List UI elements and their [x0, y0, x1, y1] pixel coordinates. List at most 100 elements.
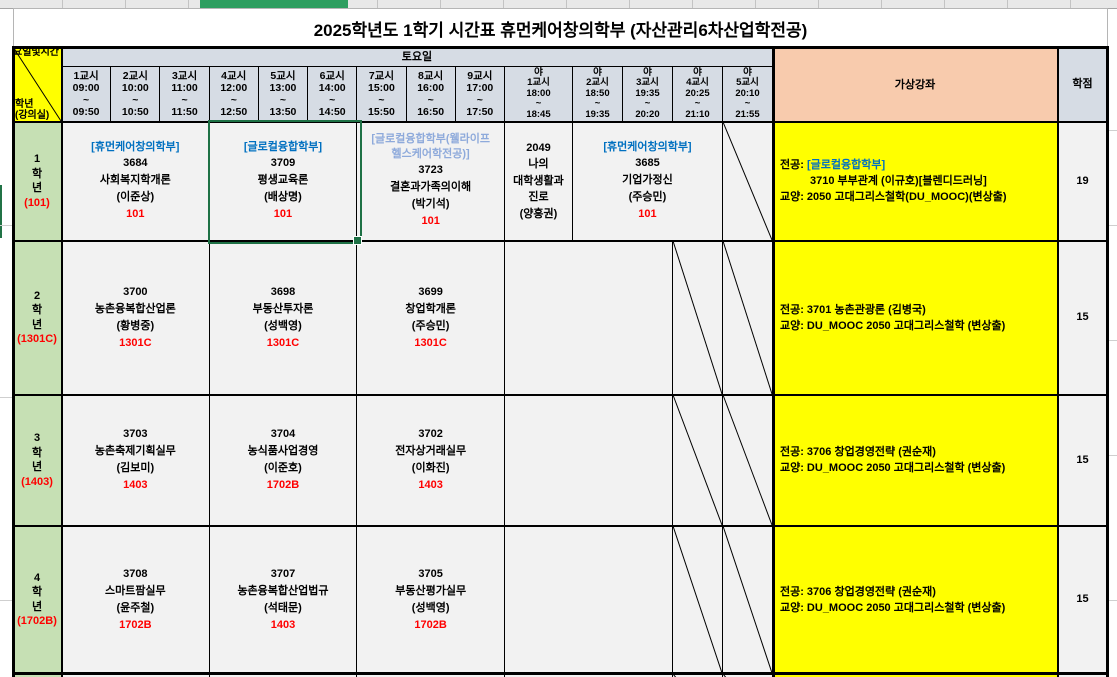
partial-row-cell[interactable]: [209, 674, 358, 677]
period-header-3[interactable]: 3교시 11:00 ~ 11:50: [160, 67, 210, 122]
gridline: [0, 600, 13, 601]
course-cell[interactable]: [휴먼케어창의학부] 3684 사회복지학개론 (이준상) 101: [62, 122, 210, 241]
night-period-header-3[interactable]: 야 3교시 19:35 ~ 20:20: [622, 67, 673, 122]
period-header-8[interactable]: 8교시 16:00 ~ 16:50: [406, 67, 456, 122]
grade-header-cell-1[interactable]: 1 학 년 (101): [13, 122, 62, 241]
diagonal-empty-cell[interactable]: [722, 526, 773, 674]
course-cell[interactable]: 3707 농촌융복합산업법규 (석태문) 1403: [209, 526, 358, 674]
empty-night-cell[interactable]: [504, 395, 673, 526]
major-dept: [글로컬융합학부]: [806, 159, 886, 171]
grade-header-cell-3[interactable]: 3 학 년 (1403): [13, 395, 62, 526]
credits-cell[interactable]: 15: [1057, 526, 1108, 674]
virtual-course-header[interactable]: 가상강좌: [772, 47, 1058, 122]
course-main: 3709 평생교육론 (배상명): [257, 157, 309, 203]
period-header-9[interactable]: 9교시 17:00 ~ 17:50: [455, 67, 505, 122]
course-dept: [휴먼케어창의학부]: [603, 141, 692, 153]
period-header-4[interactable]: 4교시 12:00 ~ 12:50: [209, 67, 259, 122]
gridline: [0, 225, 13, 226]
course-room: 1301C: [414, 336, 447, 349]
diagonal-line-icon: [13, 47, 61, 121]
grade-room-label: (1702B): [17, 615, 57, 627]
diagonal-empty-cell[interactable]: [722, 241, 773, 395]
grade-label: 2 학 년: [31, 289, 43, 331]
night-period-header-2[interactable]: 야 2교시 18:50 ~ 19:35: [572, 67, 623, 122]
credit-value: 15: [1076, 311, 1089, 323]
night-period-header-4[interactable]: 야 4교시 20:25 ~ 21:10: [672, 67, 723, 122]
course-main: 3702 전자상거래실무 (이화진): [395, 428, 467, 474]
period-header-7[interactable]: 7교시 15:00 ~ 15:50: [357, 67, 407, 122]
diagonal-line-icon: [673, 526, 722, 673]
diagonal-empty-cell[interactable]: [672, 241, 723, 395]
corner-header-cell[interactable]: 요일및시간 학년 (강의실): [13, 47, 62, 122]
timetable: 2025학년도 1학기 시간표 휴먼케어창의학부 (자산관리6차산업학전공) 요…: [13, 8, 1108, 677]
diagonal-line-icon: [723, 122, 772, 240]
course-cell[interactable]: 3703 농촌축제기획실무 (김보미) 1403: [62, 395, 210, 526]
course-room: 1301C: [119, 336, 152, 349]
gridline: [1108, 225, 1117, 226]
partial-row-cell[interactable]: [672, 674, 723, 677]
course-cell[interactable]: 3702 전자상거래실무 (이화진) 1403: [357, 395, 505, 526]
grade-room-label: (1301C): [17, 333, 57, 345]
timetable-title-cell[interactable]: 2025학년도 1학기 시간표 휴먼케어창의학부 (자산관리6차산업학전공): [13, 8, 1108, 47]
virtual-course-cell[interactable]: 전공: 3706 창업경영전략 (권순재) 교양: DU_MOOC 2050 고…: [772, 395, 1058, 526]
diagonal-empty-cell[interactable]: [722, 122, 773, 241]
virtual-major-course: 3710 부부관계 (이규호)[블렌디드러닝]: [809, 175, 987, 187]
empty-night-cell[interactable]: [504, 526, 673, 674]
major-prefix: 전공:: [779, 159, 807, 171]
course-cell-selected[interactable]: [글로컬융합학부] 3709 평생교육론 (배상명) 101: [209, 122, 358, 241]
grade-header-cell-2[interactable]: 2 학 년 (1301C): [13, 241, 62, 395]
diagonal-empty-cell[interactable]: [672, 526, 723, 674]
grade-room-label: (1403): [21, 475, 53, 488]
partial-row-cell[interactable]: [62, 674, 210, 677]
course-cell[interactable]: 3704 농식품사업경영 (이준호) 1702B: [209, 395, 358, 526]
course-room: 1403: [270, 618, 296, 631]
course-main: 3705 부동산평가실무 (성백영): [395, 567, 467, 614]
course-room: 101: [126, 208, 145, 220]
period-header-6[interactable]: 6교시 14:00 ~ 14:50: [308, 67, 358, 122]
saturday-header[interactable]: 토요일: [62, 47, 773, 67]
diagonal-empty-cell[interactable]: [722, 395, 773, 526]
course-room: 101: [421, 215, 440, 227]
course-cell[interactable]: 3698 부동산투자론 (성백영) 1301C: [209, 241, 358, 395]
credits-header[interactable]: 학점: [1057, 47, 1108, 122]
period-header-2[interactable]: 2교시 10:00 ~ 10:50: [111, 67, 161, 122]
virtual-liberal-course: 교양: DU_MOOC 2050 고대그리스철학 (변상출): [779, 601, 1006, 614]
virtual-course-cell[interactable]: 전공: 3701 농촌관광론 (김병국) 교양: DU_MOOC 2050 고대…: [772, 241, 1058, 395]
virtual-major-course: 전공: 3701 농촌관광론 (김병국): [779, 303, 926, 316]
credits-cell[interactable]: 15: [1057, 241, 1108, 395]
grade-label: 3 학 년: [31, 432, 43, 473]
course-cell[interactable]: 3700 농촌융복합산업론 (황병중) 1301C: [62, 241, 210, 395]
night-course-cell[interactable]: 2049 나의 대학생활과 진로 (양흥권): [504, 122, 573, 241]
course-cell[interactable]: 3699 창업학개론 (주승민) 1301C: [357, 241, 505, 395]
course-main: 3704 농식품사업경영 (이준호): [247, 428, 319, 474]
diagonal-empty-cell[interactable]: [672, 395, 723, 526]
credit-value: 15: [1076, 593, 1089, 605]
empty-night-cell[interactable]: [504, 241, 673, 395]
period-header-5[interactable]: 5교시 13:00 ~ 13:50: [258, 67, 309, 122]
course-cell[interactable]: [글로컬융합학부(웰라이프 헬스케어학전공)] 3723 결혼과가족의이해 (박…: [357, 122, 505, 241]
partial-row-cell[interactable]: [504, 674, 673, 677]
grade-label: 1 학 년: [31, 153, 43, 194]
credits-cell[interactable]: 19: [1057, 122, 1108, 241]
virtual-liberal-course: 교양: 2050 고대그리스철학(DU_MOOC)(변상출): [779, 191, 1007, 203]
course-room: 1403: [123, 479, 148, 491]
night-course-cell[interactable]: [휴먼케어창의학부] 3685 기업가정신 (주승민) 101: [572, 122, 723, 241]
course-dept: [글로컬융합학부(웰라이프 헬스케어학전공)]: [371, 133, 490, 160]
credits-cell[interactable]: 15: [1057, 395, 1108, 526]
course-cell[interactable]: 3705 부동산평가실무 (성백영) 1702B: [357, 526, 505, 674]
grade-label: 4 학 년: [31, 571, 43, 613]
gridline: [1108, 130, 1117, 131]
grade-header-cell-4[interactable]: 4 학 년 (1702B): [13, 526, 62, 674]
virtual-course-cell[interactable]: 전공: 3706 창업경영전략 (권순재) 교양: DU_MOOC 2050 고…: [772, 526, 1058, 674]
night-period-header-5[interactable]: 야 5교시 20:10 ~ 21:55: [722, 67, 773, 122]
gridline: [0, 397, 13, 398]
period-header-1[interactable]: 1교시 09:00 ~ 09:50: [62, 67, 112, 122]
selected-row-indicator: [0, 185, 2, 238]
course-main: 3703 농촌축제기획실무 (김보미): [94, 428, 176, 474]
gridline: [1108, 600, 1117, 601]
course-cell[interactable]: 3708 스마트팜실무 (윤주철) 1702B: [62, 526, 210, 674]
partial-row-cell[interactable]: [357, 674, 505, 677]
corner-day-time-label: 요일및시간: [13, 47, 59, 58]
virtual-course-cell[interactable]: 전공: [글로컬융합학부] 3710 부부관계 (이규호)[블렌디드러닝] 교양…: [772, 122, 1058, 241]
night-period-header-1[interactable]: 야 1교시 18:00 ~ 18:45: [504, 67, 573, 122]
